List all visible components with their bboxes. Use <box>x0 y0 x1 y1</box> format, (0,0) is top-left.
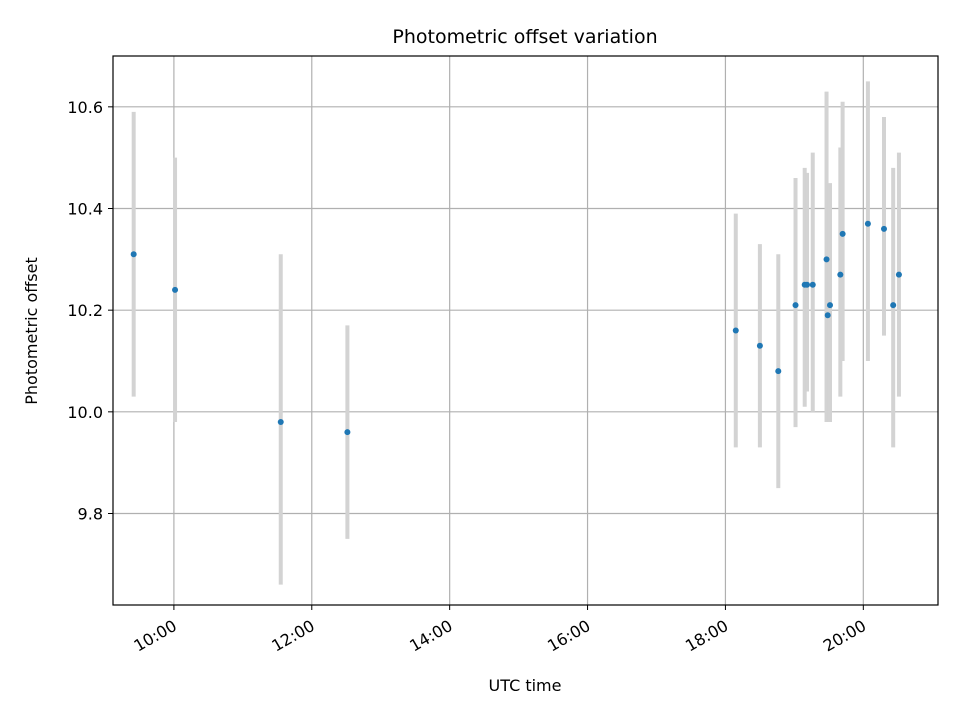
data-point <box>864 220 871 227</box>
chart-title: Photometric offset variation <box>392 26 657 48</box>
data-point <box>344 429 351 436</box>
x-tick-label: 12:00 <box>268 616 317 656</box>
x-tick-label: 20:00 <box>820 616 869 656</box>
x-tick-label: 14:00 <box>406 616 455 656</box>
data-point <box>756 342 763 349</box>
data-points <box>130 220 902 436</box>
x-tick-label: 10:00 <box>130 616 179 656</box>
y-tick-label: 10.0 <box>67 403 103 422</box>
x-axis-ticks: 10:00 12:00 14:00 16:00 18:00 20:00 <box>130 605 869 656</box>
y-axis-label: Photometric offset <box>22 257 41 405</box>
data-point <box>172 286 179 293</box>
data-point <box>890 302 897 309</box>
error-bars <box>131 81 901 585</box>
data-point <box>824 312 831 319</box>
data-point <box>732 327 739 334</box>
data-point <box>895 271 902 278</box>
data-point <box>130 251 137 258</box>
data-point <box>837 271 844 278</box>
x-axis-label: UTC time <box>489 676 562 695</box>
data-point <box>792 302 799 309</box>
data-point <box>823 256 830 263</box>
y-tick-label: 10.6 <box>67 98 103 117</box>
y-tick-label: 10.4 <box>67 200 103 219</box>
x-tick-label: 18:00 <box>682 616 731 656</box>
data-point <box>804 281 811 288</box>
grid <box>113 56 938 605</box>
y-tick-label: 9.8 <box>78 505 103 524</box>
data-point <box>775 368 782 375</box>
y-axis-ticks: 9.8 10.0 10.2 10.4 10.6 <box>67 98 113 524</box>
data-point <box>880 225 887 232</box>
plot-area-frame <box>112 55 939 606</box>
x-tick-label: 16:00 <box>544 616 593 656</box>
data-point <box>839 230 846 237</box>
data-point <box>809 281 816 288</box>
y-tick-label: 10.2 <box>67 301 103 320</box>
data-point <box>277 419 284 425</box>
data-point <box>826 302 833 309</box>
